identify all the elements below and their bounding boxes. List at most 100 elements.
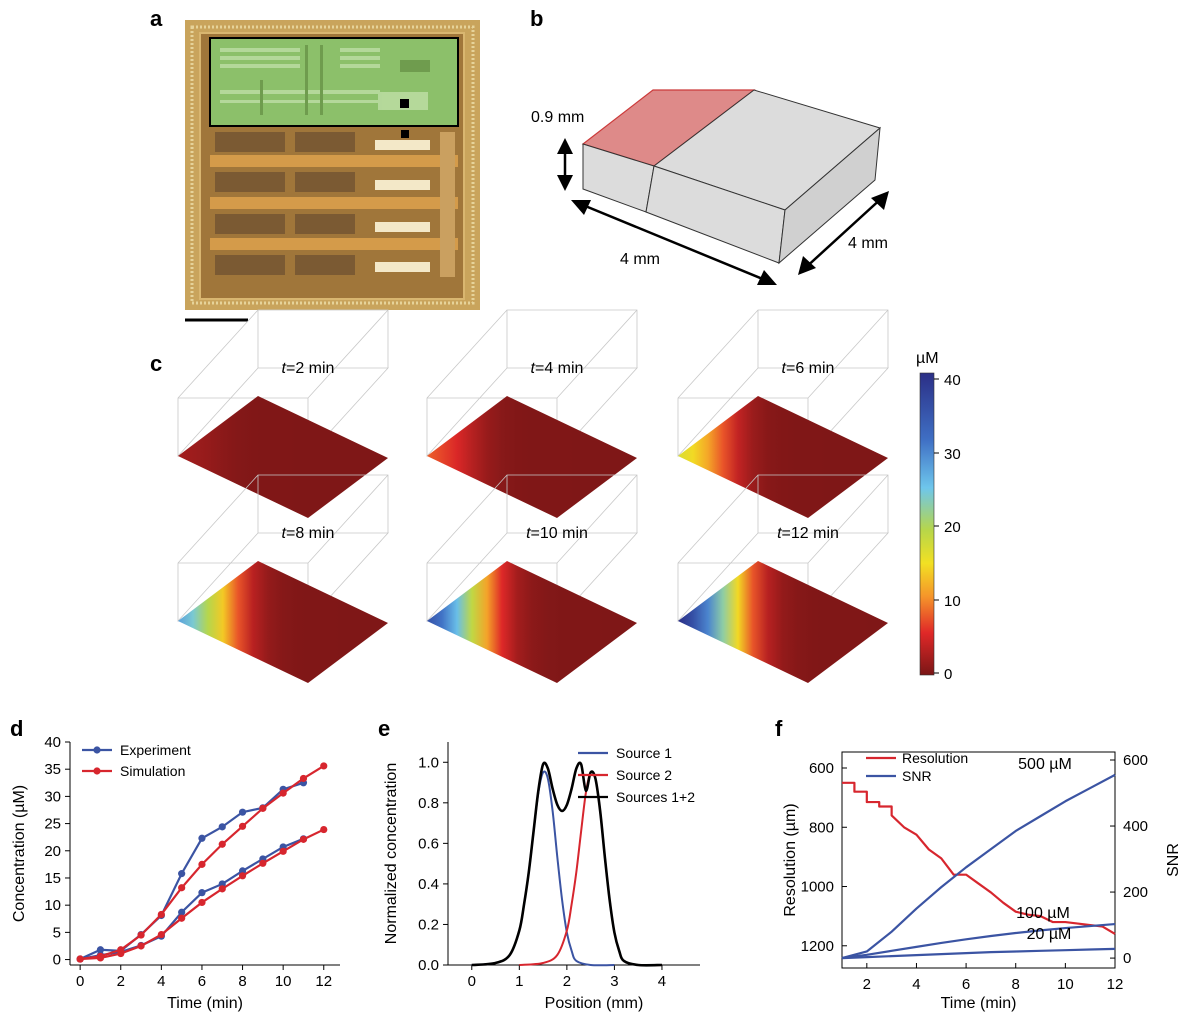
data-point xyxy=(117,949,125,958)
x-tick-label: 8 xyxy=(238,973,246,990)
x-tick-label: 3 xyxy=(610,973,618,990)
time-value: =10 min xyxy=(531,525,588,542)
time-value: =8 min xyxy=(286,525,334,542)
panel-label-c: c xyxy=(150,351,162,376)
y-tick-label: 0.2 xyxy=(418,916,439,933)
data-point xyxy=(238,822,247,830)
x-tick-label: 10 xyxy=(1057,976,1074,993)
y-tick-label: 0.8 xyxy=(418,795,439,812)
time-symbol: t xyxy=(282,360,287,377)
y-tick-label: 0.0 xyxy=(418,957,439,974)
snapshot-8-min: t=8 min xyxy=(177,474,389,683)
data-point xyxy=(279,847,287,855)
data-point xyxy=(96,954,105,962)
snapshot-time-label: t=2 min xyxy=(282,360,335,377)
data-point xyxy=(218,823,226,831)
time-value: =6 min xyxy=(786,360,834,377)
data-point xyxy=(76,955,84,963)
data-point xyxy=(238,808,247,816)
data-point xyxy=(259,859,267,867)
data-point xyxy=(279,789,287,797)
data-point xyxy=(178,914,186,922)
y-tick-label: 0.4 xyxy=(418,876,439,893)
marker-square xyxy=(401,130,409,138)
highlighted-region xyxy=(209,37,459,127)
time-symbol: t xyxy=(282,525,287,542)
data-point xyxy=(259,804,267,812)
series-line-snr xyxy=(841,947,1116,960)
y-tick-label: 1200 xyxy=(801,938,834,955)
data-point xyxy=(96,946,105,954)
snapshot-surface xyxy=(178,396,388,518)
colorbar-tick: 40 xyxy=(944,372,961,389)
data-point xyxy=(178,870,186,878)
snapshot-time-label: t=10 min xyxy=(526,525,588,542)
time-value: =2 min xyxy=(286,360,334,377)
data-point xyxy=(238,872,247,880)
colorbar-tick: 30 xyxy=(944,446,961,463)
snapshot-wireframe xyxy=(677,309,889,457)
y-axis-label: Concentration (µM) xyxy=(11,785,28,922)
x-axis-label: Position (mm) xyxy=(545,995,644,1012)
x-axis-label: Time (min) xyxy=(167,995,243,1012)
snapshot-6-min: t=6 min xyxy=(677,309,889,518)
colorbar: µM 40 30 20 10 0 xyxy=(916,350,961,683)
series-line-resolution xyxy=(842,781,1116,935)
legend-label: Experiment xyxy=(120,742,191,758)
data-point xyxy=(198,889,206,897)
data-point xyxy=(198,860,206,868)
panel-label-d: d xyxy=(10,716,23,741)
series-annotation: 100 µM xyxy=(1016,905,1070,922)
y2-tick-label: 600 xyxy=(1123,752,1148,769)
x-tick-label: 0 xyxy=(468,973,476,990)
snapshot-wireframe xyxy=(177,309,389,457)
colorbar-tick: 0 xyxy=(944,666,952,683)
snapshot-time-label: t=12 min xyxy=(777,525,839,542)
data-point xyxy=(157,910,165,919)
y-tick-label: 0.6 xyxy=(418,835,439,852)
y2-tick-label: 200 xyxy=(1123,884,1148,901)
series-annotation: 20 µM xyxy=(1027,926,1072,943)
block-schematic xyxy=(557,89,889,285)
x-tick-label: 1 xyxy=(515,973,523,990)
y-tick-label: 1000 xyxy=(801,879,834,896)
y-tick-label: 25 xyxy=(44,816,61,833)
panel-label-b: b xyxy=(530,6,543,31)
x-tick-label: 0 xyxy=(76,973,84,990)
legend-marker xyxy=(93,767,101,775)
data-point xyxy=(137,942,145,950)
y-tick-label: 0 xyxy=(53,952,61,969)
data-point xyxy=(218,840,226,848)
colorbar-tick: 20 xyxy=(944,519,961,536)
marker-square xyxy=(400,99,409,108)
snapshot-wireframe xyxy=(677,474,889,622)
data-point xyxy=(320,825,328,834)
y2-tick-label: 0 xyxy=(1123,950,1131,967)
x-axis-label: Time (min) xyxy=(941,995,1017,1012)
x-tick-label: 12 xyxy=(1107,976,1124,993)
y-tick-label: 35 xyxy=(44,761,61,778)
series-annotation: 500 µM xyxy=(1018,756,1072,773)
y-tick-label: 600 xyxy=(809,760,834,777)
x-tick-label: 4 xyxy=(157,973,165,990)
series-line-source-1 xyxy=(471,770,615,967)
data-point xyxy=(299,774,308,783)
time-value: =12 min xyxy=(782,525,839,542)
y2-tick-label: 400 xyxy=(1123,818,1148,835)
series-line-sources-1-2 xyxy=(471,761,662,967)
y-tick-label: 40 xyxy=(44,734,61,751)
legend-label: Source 1 xyxy=(616,745,672,761)
panel-label-f: f xyxy=(775,716,783,741)
y-axis-label: Resolution (µm) xyxy=(782,803,799,916)
chip-micrograph xyxy=(185,20,480,322)
y-tick-label: 5 xyxy=(53,924,61,941)
x-tick-label: 6 xyxy=(962,976,970,993)
legend-label: SNR xyxy=(902,768,932,784)
snapshot-surface xyxy=(427,561,637,683)
data-point xyxy=(218,885,226,893)
y-tick-label: 10 xyxy=(44,897,61,914)
normalized-profile-chart: 0 1 2 3 4 0.0 0.2 0.4 0.6 0.8 1.0 Position (mm) Norm… xyxy=(383,742,700,1012)
y-tick-label: 15 xyxy=(44,870,61,887)
